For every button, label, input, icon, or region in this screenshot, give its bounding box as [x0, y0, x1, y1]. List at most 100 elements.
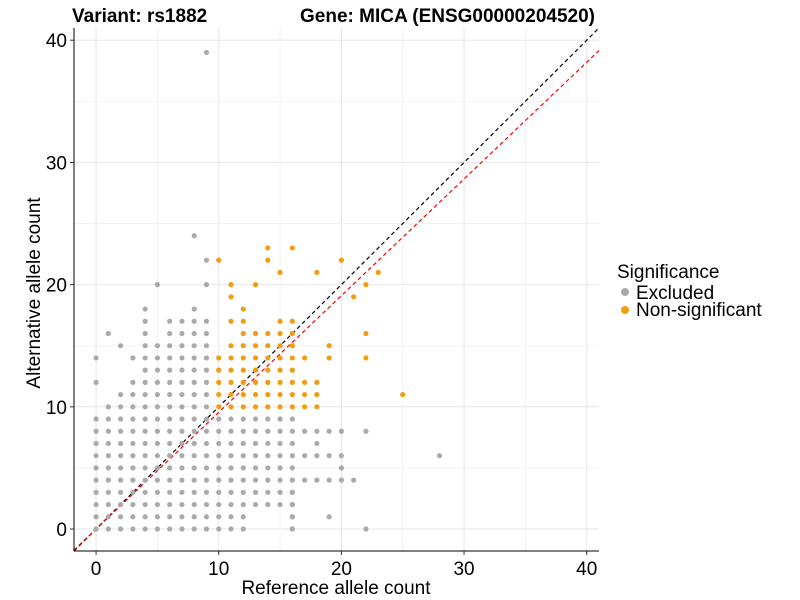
point-excluded [93, 477, 99, 483]
point-excluded [191, 440, 197, 447]
point-excluded [142, 514, 148, 520]
x-axis-title: Reference allele count [241, 578, 431, 599]
point-non-significant [228, 391, 234, 398]
point-excluded [277, 440, 283, 447]
point-non-significant [240, 355, 246, 361]
point-non-significant [228, 355, 234, 361]
x-tick-label: 30 [453, 559, 474, 580]
point-excluded [203, 282, 210, 288]
legend-title: Significance [617, 262, 719, 283]
point-excluded [179, 404, 185, 410]
legend-swatch-excluded [621, 288, 629, 296]
point-non-significant [265, 355, 271, 361]
point-excluded [265, 489, 271, 495]
point-excluded [142, 379, 148, 385]
point-excluded [167, 416, 173, 422]
point-excluded [130, 526, 136, 532]
point-non-significant [252, 391, 259, 398]
point-non-significant [314, 391, 320, 398]
point-excluded [191, 416, 197, 422]
point-excluded [252, 489, 259, 495]
point-excluded [289, 526, 295, 532]
point-excluded [216, 416, 222, 422]
point-excluded [167, 343, 173, 349]
chart-title-gene: Gene: MICA (ENSG00000204520) [300, 6, 595, 27]
point-excluded [228, 514, 234, 520]
point-excluded [118, 477, 124, 483]
point-excluded [252, 501, 259, 508]
point-excluded [179, 526, 185, 532]
point-excluded [203, 514, 210, 520]
x-tick-label: 20 [331, 559, 352, 580]
point-excluded [289, 428, 295, 434]
point-non-significant [277, 269, 283, 275]
point-excluded [203, 428, 210, 434]
point-excluded [240, 526, 246, 532]
point-excluded [203, 367, 210, 373]
point-excluded [191, 501, 197, 508]
point-excluded [277, 477, 283, 483]
point-excluded [252, 465, 259, 471]
point-excluded [191, 453, 197, 459]
point-excluded [203, 318, 210, 324]
point-excluded [216, 428, 222, 434]
point-excluded [302, 477, 308, 483]
point-excluded [179, 477, 185, 483]
point-excluded [191, 318, 197, 324]
point-non-significant [302, 404, 308, 410]
point-excluded [191, 428, 197, 434]
point-excluded [118, 428, 124, 434]
point-excluded [118, 514, 124, 520]
point-excluded [252, 416, 259, 422]
y-axis-title: Alternative allele count [24, 197, 45, 389]
point-excluded [93, 465, 99, 471]
point-excluded [228, 477, 234, 483]
point-excluded [130, 428, 136, 434]
point-excluded [105, 465, 111, 471]
point-excluded [105, 489, 111, 495]
point-excluded [130, 355, 136, 361]
x-tick-label: 10 [208, 559, 229, 580]
point-excluded [154, 355, 161, 361]
point-excluded [191, 404, 197, 410]
point-excluded [191, 343, 197, 349]
point-excluded [228, 501, 234, 508]
point-excluded [351, 477, 357, 483]
point-excluded [167, 428, 173, 434]
point-excluded [154, 501, 161, 508]
point-excluded [154, 416, 161, 422]
point-excluded [240, 501, 246, 508]
reference-lines [73, 27, 600, 552]
point-excluded [216, 514, 222, 520]
point-excluded [179, 489, 185, 495]
point-excluded [203, 257, 210, 263]
point-non-significant [216, 367, 222, 373]
chart-title-variant: Variant: rs1882 [72, 6, 207, 27]
point-non-significant [240, 391, 246, 398]
point-non-significant [289, 343, 295, 349]
point-non-significant [265, 367, 271, 373]
point-non-significant [228, 367, 234, 373]
point-excluded [142, 428, 148, 434]
y-tick-label: 0 [56, 520, 67, 541]
point-excluded [216, 440, 222, 447]
point-excluded [203, 330, 210, 337]
point-non-significant [314, 379, 320, 385]
point-excluded [203, 416, 210, 422]
point-excluded [191, 379, 197, 385]
point-excluded [179, 440, 185, 447]
point-excluded [240, 440, 246, 447]
point-non-significant [302, 391, 308, 398]
point-excluded [191, 306, 197, 312]
point-excluded [228, 416, 234, 422]
point-excluded [228, 440, 234, 447]
point-non-significant [252, 379, 259, 385]
point-excluded [105, 404, 111, 410]
point-excluded [265, 440, 271, 447]
point-excluded [326, 514, 332, 520]
point-non-significant [252, 367, 259, 373]
point-excluded [179, 514, 185, 520]
point-excluded [118, 440, 124, 447]
point-non-significant [277, 391, 283, 398]
point-excluded [179, 355, 185, 361]
